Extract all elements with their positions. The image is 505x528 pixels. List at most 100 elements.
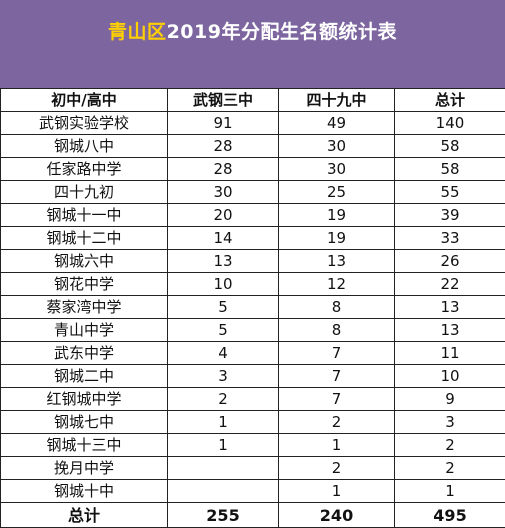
row-total: 58 [394, 157, 505, 181]
no49-quota: 2 [278, 456, 395, 480]
row-total: 39 [394, 203, 505, 227]
row-total: 33 [394, 226, 505, 250]
school-name: 钢城六中 [0, 249, 168, 273]
wugang-3-quota: 1 [167, 410, 279, 434]
table-row: 武钢实验学校 91 49 140 [0, 111, 505, 135]
table-row: 钢城十三中 1 1 2 [0, 433, 505, 457]
school-name: 蔡家湾中学 [0, 295, 168, 319]
wugang-3-quota: 5 [167, 295, 279, 319]
no49-quota: 1 [278, 479, 395, 503]
table-row: 四十九初 30 25 55 [0, 180, 505, 204]
no49-quota: 49 [278, 111, 395, 135]
header-row: 初中/高中 武钢三中 四十九中 总计 [0, 88, 505, 112]
wugang-3-quota: 3 [167, 364, 279, 388]
header-total: 总计 [394, 88, 505, 112]
school-name: 武钢实验学校 [0, 111, 168, 135]
no49-quota: 12 [278, 272, 395, 296]
school-name: 钢花中学 [0, 272, 168, 296]
table-row: 钢城十中 1 1 [0, 479, 505, 503]
school-name: 钢城七中 [0, 410, 168, 434]
row-total: 13 [394, 295, 505, 319]
wugang-3-quota: 20 [167, 203, 279, 227]
wugang-3-quota: 1 [167, 433, 279, 457]
school-name: 红钢城中学 [0, 387, 168, 411]
table-row: 钢城十二中 14 19 33 [0, 226, 505, 250]
table-row: 任家路中学 28 30 58 [0, 157, 505, 181]
table-row: 红钢城中学 2 7 9 [0, 387, 505, 411]
table-row: 钢城六中 13 13 26 [0, 249, 505, 273]
wugang-3-quota: 13 [167, 249, 279, 273]
row-total: 55 [394, 180, 505, 204]
school-name: 武东中学 [0, 341, 168, 365]
row-total: 11 [394, 341, 505, 365]
school-name: 青山中学 [0, 318, 168, 342]
total-wugang-3: 255 [167, 502, 279, 528]
no49-quota: 1 [278, 433, 395, 457]
wugang-3-quota [167, 479, 279, 503]
header-wugang-3: 武钢三中 [167, 88, 279, 112]
row-total: 9 [394, 387, 505, 411]
table-row: 钢城八中 28 30 58 [0, 134, 505, 158]
no49-quota: 13 [278, 249, 395, 273]
no49-quota: 8 [278, 295, 395, 319]
row-total: 26 [394, 249, 505, 273]
no49-quota: 7 [278, 341, 395, 365]
quota-table: 初中/高中 武钢三中 四十九中 总计 武钢实验学校 91 49 140 钢城八中 28 30… [0, 88, 505, 528]
row-total: 22 [394, 272, 505, 296]
row-total: 140 [394, 111, 505, 135]
wugang-3-quota: 30 [167, 180, 279, 204]
row-total: 1 [394, 479, 505, 503]
school-name: 钢城八中 [0, 134, 168, 158]
wugang-3-quota: 91 [167, 111, 279, 135]
school-name: 钢城十中 [0, 479, 168, 503]
wugang-3-quota: 4 [167, 341, 279, 365]
title-banner: 青山区2019年分配生名额统计表 [0, 0, 505, 89]
table-row: 钢花中学 10 12 22 [0, 272, 505, 296]
table-row: 青山中学 5 8 13 [0, 318, 505, 342]
total-no49: 240 [278, 502, 395, 528]
wugang-3-quota [167, 456, 279, 480]
table-row: 武东中学 4 7 11 [0, 341, 505, 365]
header-no49: 四十九中 [278, 88, 395, 112]
no49-quota: 19 [278, 203, 395, 227]
wugang-3-quota: 28 [167, 157, 279, 181]
table-row: 挽月中学 2 2 [0, 456, 505, 480]
row-total: 13 [394, 318, 505, 342]
school-name: 四十九初 [0, 180, 168, 204]
no49-quota: 2 [278, 410, 395, 434]
school-name: 钢城十三中 [0, 433, 168, 457]
page-title: 青山区2019年分配生名额统计表 [108, 17, 397, 44]
wugang-3-quota: 28 [167, 134, 279, 158]
title-text: 2019年分配生名额统计表 [166, 20, 397, 43]
wugang-3-quota: 14 [167, 226, 279, 250]
school-name: 钢城十一中 [0, 203, 168, 227]
row-total: 10 [394, 364, 505, 388]
row-total: 2 [394, 456, 505, 480]
wugang-3-quota: 5 [167, 318, 279, 342]
school-name: 钢城二中 [0, 364, 168, 388]
header-school: 初中/高中 [0, 88, 168, 112]
wugang-3-quota: 10 [167, 272, 279, 296]
school-name: 钢城十二中 [0, 226, 168, 250]
table-row: 蔡家湾中学 5 8 13 [0, 295, 505, 319]
no49-quota: 19 [278, 226, 395, 250]
table-row: 钢城十一中 20 19 39 [0, 203, 505, 227]
no49-quota: 8 [278, 318, 395, 342]
total-row: 总计 255 240 495 [0, 502, 505, 528]
title-district: 青山区 [108, 20, 167, 43]
total-label: 总计 [0, 502, 168, 528]
table-row: 钢城二中 3 7 10 [0, 364, 505, 388]
no49-quota: 30 [278, 157, 395, 181]
no49-quota: 30 [278, 134, 395, 158]
wugang-3-quota: 2 [167, 387, 279, 411]
no49-quota: 7 [278, 387, 395, 411]
total-sum: 495 [394, 502, 505, 528]
table-row: 钢城七中 1 2 3 [0, 410, 505, 434]
school-name: 挽月中学 [0, 456, 168, 480]
row-total: 58 [394, 134, 505, 158]
no49-quota: 25 [278, 180, 395, 204]
school-name: 任家路中学 [0, 157, 168, 181]
no49-quota: 7 [278, 364, 395, 388]
row-total: 3 [394, 410, 505, 434]
